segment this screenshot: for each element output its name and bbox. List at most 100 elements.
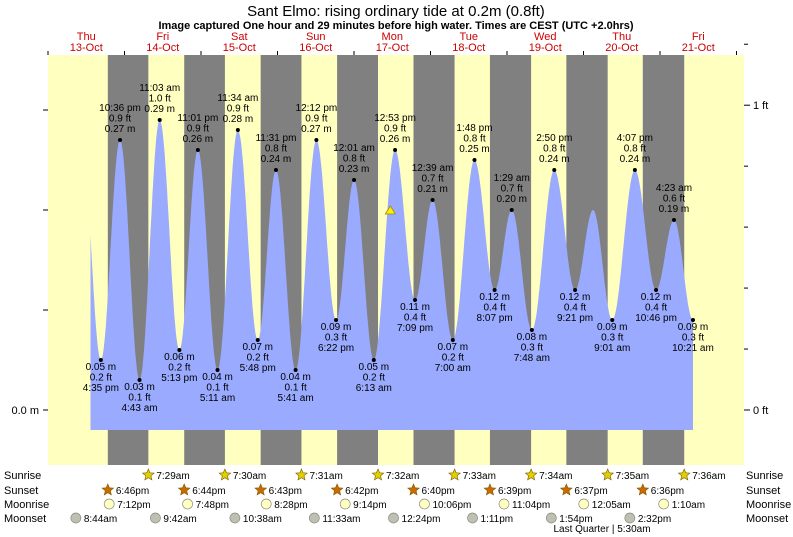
extreme-dot [509,208,514,212]
extreme-label: 0.24 m [620,154,651,165]
extreme-label: 11:01 pm [177,113,218,124]
extreme-label: 10:21 am [672,343,714,354]
extreme-label: 6:13 am [356,383,392,394]
extreme-label: 0.1 ft [206,383,228,394]
extreme-label: 0.2 ft [168,363,190,374]
day-name: Thu [77,31,96,43]
extreme-dot [352,178,357,182]
day-date: 14-Oct [146,42,179,54]
extreme-label: 0.1 ft [128,393,150,404]
moonrise-time: 8:28pm [274,500,307,511]
extreme-label: 9:21 pm [557,313,593,324]
moonset-row-label: Moonset [4,513,46,525]
moonset-time: 11:33am [322,514,360,525]
star-icon [330,483,344,496]
moonset-time: 1:54pm [559,514,592,525]
extreme-label: 6:22 pm [318,343,354,354]
extreme-label: 0.27 m [301,124,332,135]
extreme-dot [215,368,220,372]
moonset-icon [388,512,399,524]
extreme-label: 0.11 m [400,302,430,313]
moonset-icon [150,512,161,524]
extreme-label: 0.3 ft [682,333,704,344]
extreme-label: 0.04 m [280,372,311,383]
moonrise-time: 11:04pm [512,500,550,511]
extreme-label: 0.8 ft [265,144,287,155]
extreme-label: 0.05 m [86,362,117,373]
sunrise-time: 7:31am [309,471,342,482]
moonrise-time: 7:48pm [196,500,229,511]
sunset-row-label: Sunset [746,485,780,497]
moonset-time: 9:42am [163,514,196,525]
extreme-label: 0.8 ft [543,144,565,155]
extreme-label: 0.8 ft [343,154,365,165]
sunrise-time: 7:30am [233,471,266,482]
star-icon [677,468,691,481]
day-date: 20-Oct [605,42,638,54]
star-icon [559,483,573,496]
moonrise-icon [578,498,590,510]
extreme-label: 0.9 ft [305,114,327,125]
day-name: Wed [534,31,556,43]
extreme-label: 11:34 am [217,93,258,104]
day-date: 19-Oct [529,42,562,54]
sunset-time: 6:40pm [422,486,455,497]
sunset-time: 6:43pm [269,486,302,497]
star-icon [218,468,232,481]
extreme-dot [235,128,240,132]
extreme-label: 0.4 ft [483,303,505,314]
extreme-dot [413,298,418,302]
extreme-label: 0.7 ft [501,184,523,195]
extreme-label: 0.12 m [641,292,672,303]
extreme-label: 11:31 pm [255,133,296,144]
extreme-dot [632,168,637,172]
extreme-dot [177,348,182,352]
star-icon [371,468,385,481]
extreme-label: 0.8 ft [463,134,485,145]
moonset-icon [467,512,478,524]
sunset-time: 6:44pm [192,486,225,497]
extreme-label: 0.28 m [223,114,254,125]
sunset-time: 6:37pm [574,486,607,497]
chart-title: Sant Elmo: rising ordinary tide at 0.2m … [247,3,545,20]
moonset-icon [624,512,636,524]
moon-phase-note: Last Quarter | 5:30am [553,524,650,535]
extreme-label: 0.9 ft [187,124,209,135]
extreme-label: 8:07 pm [477,313,513,324]
moonset-icon [545,512,557,524]
moonrise-time: 12:05am [592,500,631,511]
day-name: Sun [306,31,326,43]
extreme-dot [273,168,278,172]
moonset-time: 12:24pm [402,514,441,525]
extreme-label: 0.19 m [659,204,690,215]
y-label-right: 1 ft [753,100,768,112]
extreme-label: 0.8 ft [624,144,646,155]
extreme-dot [195,148,200,152]
moonrise-icon [260,498,272,510]
extreme-dot [314,138,319,142]
extreme-label: 12:01 am [333,143,375,154]
extreme-label: 0.1 ft [284,383,306,394]
extreme-label: 0.03 m [124,382,155,393]
extreme-label: 0.20 m [496,194,527,205]
extreme-label: 0.9 ft [227,104,249,115]
moonset-icon [70,512,82,524]
sunrise-time: 7:32am [386,471,419,482]
extreme-dot [430,198,435,202]
sunset-time: 6:46pm [116,486,149,497]
moonset-icon [308,512,320,524]
day-name: Mon [382,31,403,43]
extreme-dot [492,288,497,292]
star-icon [141,468,155,481]
moonset-time: 8:44am [84,514,117,525]
star-icon [636,483,650,496]
sun-moon-events: Sunrise Sunrise 7:29am 7:30am 7:31am 7:32am 7:… [4,468,791,525]
moonrise-icon [498,498,510,510]
extreme-label: 7:09 pm [397,323,433,334]
extreme-label: 0.05 m [359,362,390,373]
extreme-label: 0.26 m [380,134,411,145]
extreme-dot [98,358,103,362]
sunrise-time: 7:34am [539,471,572,482]
sunset-time: 6:36pm [651,486,684,497]
